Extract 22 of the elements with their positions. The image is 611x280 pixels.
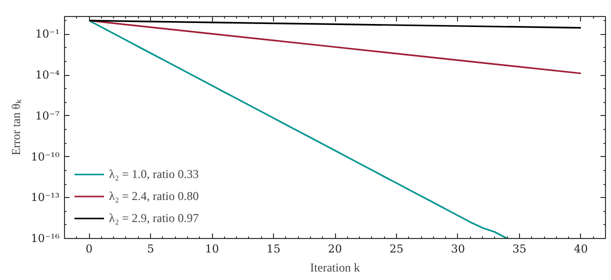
legend-label: λ₂ = 2.4, ratio 0.80: [109, 188, 199, 204]
y-tick-label: 10⁻⁷: [35, 109, 60, 122]
x-tick-label: 25: [389, 242, 404, 256]
x-tick-label: 35: [512, 242, 526, 256]
y-tick-label: 10⁻¹³: [30, 191, 60, 204]
legend-label: λ₂ = 1.0, ratio 0.33: [109, 166, 199, 182]
x-tick-label: 20: [328, 242, 342, 256]
x-axis-title: Iteration k: [310, 260, 360, 274]
x-tick-label: 0: [86, 242, 93, 256]
y-axis-title: Error tan θₖ: [8, 98, 23, 156]
y-tick-label: 10⁻¹⁶: [30, 232, 60, 245]
line-series: [88, 20, 508, 238]
y-tick-label: 10⁻¹: [35, 28, 60, 41]
legend-label: λ₂ = 2.9, ratio 0.97: [109, 210, 199, 226]
y-tick-label: 10⁻¹⁰: [30, 150, 60, 164]
line-series: [88, 20, 582, 29]
y-tick-label: 10⁻⁴: [35, 68, 60, 82]
x-tick-label: 30: [450, 242, 465, 256]
x-tick-label: 15: [266, 242, 281, 256]
x-tick-label: 40: [574, 242, 588, 256]
x-tick-label: 5: [147, 242, 154, 256]
x-tick-label: 10: [205, 242, 220, 256]
